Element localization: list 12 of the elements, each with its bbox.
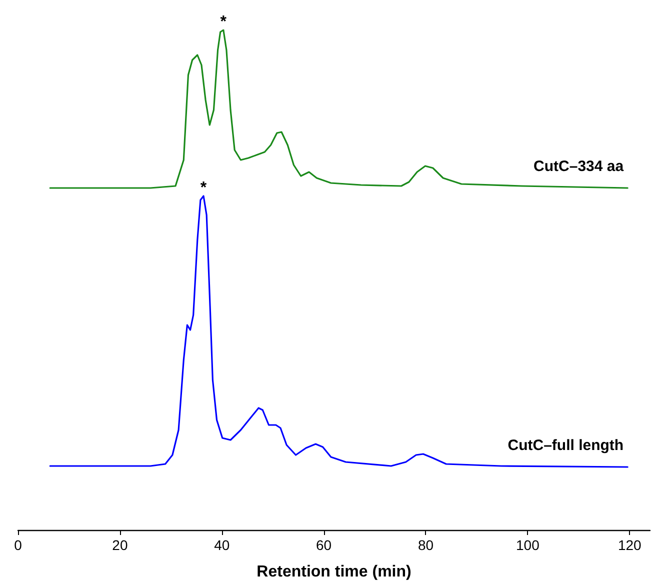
x-axis-title: Retention time (min): [256, 564, 412, 580]
series-label: CutC–full length: [508, 437, 624, 454]
x-tick-label: 0: [14, 537, 22, 553]
x-tick-label: 60: [316, 537, 332, 553]
x-tick-label: 120: [618, 537, 642, 553]
x-tick-label: 100: [516, 537, 540, 553]
annotation: *: [200, 180, 208, 196]
annotation: *: [220, 14, 228, 30]
x-tick-label: 20: [112, 537, 128, 553]
x-tick-label: 80: [418, 537, 434, 553]
x-tick-label: 40: [214, 537, 230, 553]
series-label: CutC–334 aa: [534, 158, 624, 175]
